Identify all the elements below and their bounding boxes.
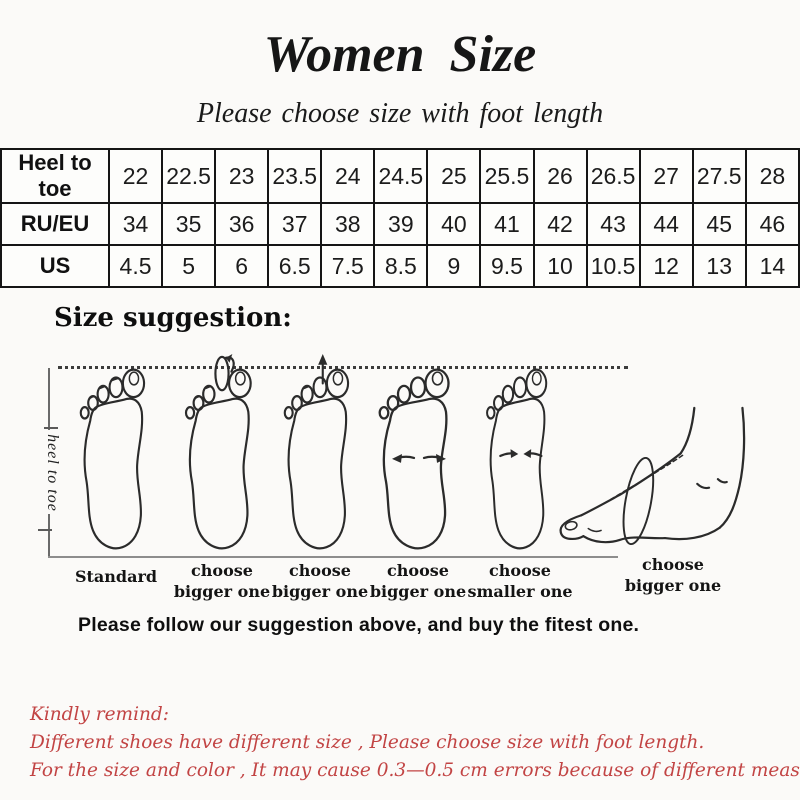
- row-header-ru-eu: RU/EU: [0, 202, 110, 246]
- size-cell: 14: [744, 244, 800, 288]
- heel-to-toe-label: heel to toe: [44, 434, 61, 512]
- caption-line: choose: [642, 555, 704, 574]
- caption-line: bigger one: [369, 582, 467, 601]
- size-cell: 45: [691, 202, 747, 246]
- size-cell: 25: [426, 148, 482, 204]
- footprint-standard-illustration: [70, 352, 162, 558]
- heel-toe-dimension-line: [48, 514, 50, 556]
- caption-line: smaller one: [467, 582, 573, 601]
- caption-line: bigger one: [173, 582, 271, 601]
- size-cell: 23.5: [267, 148, 323, 204]
- caption-line: Standard: [74, 567, 158, 586]
- side-foot-girth-illustration: [550, 406, 766, 558]
- size-cell: 36: [214, 202, 270, 246]
- size-cell: 4.5: [107, 244, 164, 288]
- page-subtitle: Please choose size with foot length: [196, 98, 604, 129]
- size-cell: 27.5: [691, 148, 747, 204]
- size-cell: 24: [320, 148, 376, 204]
- footprint-narrow-foot-illustration: [477, 352, 563, 558]
- toe-guide-dotted-line: [58, 366, 628, 369]
- footprint-toe-over-line-illustration: [274, 352, 366, 558]
- remind-line-2: For the size and color , It may cause 0.…: [30, 760, 800, 781]
- size-cell: 5: [161, 244, 217, 288]
- foot-caption-bigger-1: choose bigger one: [167, 560, 277, 602]
- size-cell: 10.5: [585, 244, 641, 288]
- remind-line-1: Different shoes have different size , Pl…: [30, 732, 705, 753]
- size-cell: 26: [532, 148, 588, 204]
- size-cell: 9.5: [479, 244, 535, 288]
- foot-caption-side-bigger: choose bigger one: [613, 554, 733, 596]
- size-cell: 35: [161, 202, 217, 246]
- size-cell: 23: [214, 148, 270, 204]
- caption-line: choose: [289, 561, 351, 580]
- size-cell: 22: [107, 148, 164, 204]
- size-cell: 24.5: [373, 148, 429, 204]
- size-cell: 37: [267, 202, 323, 246]
- table-row-ru-eu: RU/EU 34 35 36 37 38 39 40 41 42 43 44 4…: [0, 202, 800, 246]
- size-cell: 39: [373, 202, 429, 246]
- page-title: Women Size: [263, 26, 537, 83]
- size-cell: 6.5: [267, 244, 323, 288]
- table-row-heel-to-toe: Heel to toe 22 22.5 23 23.5 24 24.5 25 2…: [0, 148, 800, 204]
- size-cell: 46: [744, 202, 800, 246]
- foot-caption-bigger-3: choose bigger one: [363, 560, 473, 602]
- foot-caption-bigger-2: choose bigger one: [265, 560, 375, 602]
- size-cell: 9: [426, 244, 482, 288]
- table-row-us: US 4.5 5 6 6.5 7.5 8.5 9 9.5 10 10.5 12 …: [0, 244, 800, 288]
- size-cell: 42: [532, 202, 588, 246]
- size-cell: 22.5: [161, 148, 217, 204]
- size-cell: 34: [107, 202, 164, 246]
- caption-line: bigger one: [624, 576, 722, 595]
- size-table: Heel to toe 22 22.5 23 23.5 24 24.5 25 2…: [0, 148, 800, 288]
- caption-line: bigger one: [271, 582, 369, 601]
- foot-caption-standard: Standard: [62, 566, 170, 587]
- row-header-heel-to-toe: Heel to toe: [0, 148, 110, 204]
- size-cell: 44: [638, 202, 694, 246]
- heel-toe-dimension-line: [48, 368, 50, 430]
- row-header-us: US: [0, 244, 110, 288]
- size-cell: 12: [638, 244, 694, 288]
- foot-caption-smaller: choose smaller one: [460, 560, 580, 602]
- size-cell: 26.5: [585, 148, 641, 204]
- caption-line: choose: [489, 561, 551, 580]
- size-cell: 43: [585, 202, 641, 246]
- size-cell: 8.5: [373, 244, 429, 288]
- footprint-long-second-toe-illustration: [175, 352, 269, 558]
- size-cell: 25.5: [479, 148, 535, 204]
- dimension-tick: [44, 427, 58, 429]
- kindly-remind-heading: Kindly remind:: [30, 704, 169, 725]
- size-suggestion-heading: Size suggestion:: [54, 303, 292, 333]
- size-cell: 27: [638, 148, 694, 204]
- caption-line: choose: [387, 561, 449, 580]
- size-cell: 7.5: [320, 244, 376, 288]
- size-cell: 41: [479, 202, 535, 246]
- size-cell: 28: [744, 148, 800, 204]
- size-cell: 38: [320, 202, 376, 246]
- footprint-wide-foot-illustration: [368, 352, 468, 558]
- size-cell: 6: [214, 244, 270, 288]
- size-cell: 40: [426, 202, 482, 246]
- dimension-tick: [38, 529, 52, 531]
- suggestion-footer-note: Please follow our suggestion above, and …: [78, 614, 640, 636]
- size-cell: 13: [691, 244, 747, 288]
- size-cell: 10: [532, 244, 588, 288]
- caption-line: choose: [191, 561, 253, 580]
- heel-baseline: [48, 556, 618, 558]
